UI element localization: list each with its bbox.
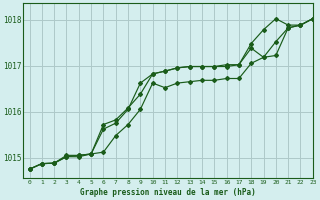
X-axis label: Graphe pression niveau de la mer (hPa): Graphe pression niveau de la mer (hPa) xyxy=(80,188,256,197)
